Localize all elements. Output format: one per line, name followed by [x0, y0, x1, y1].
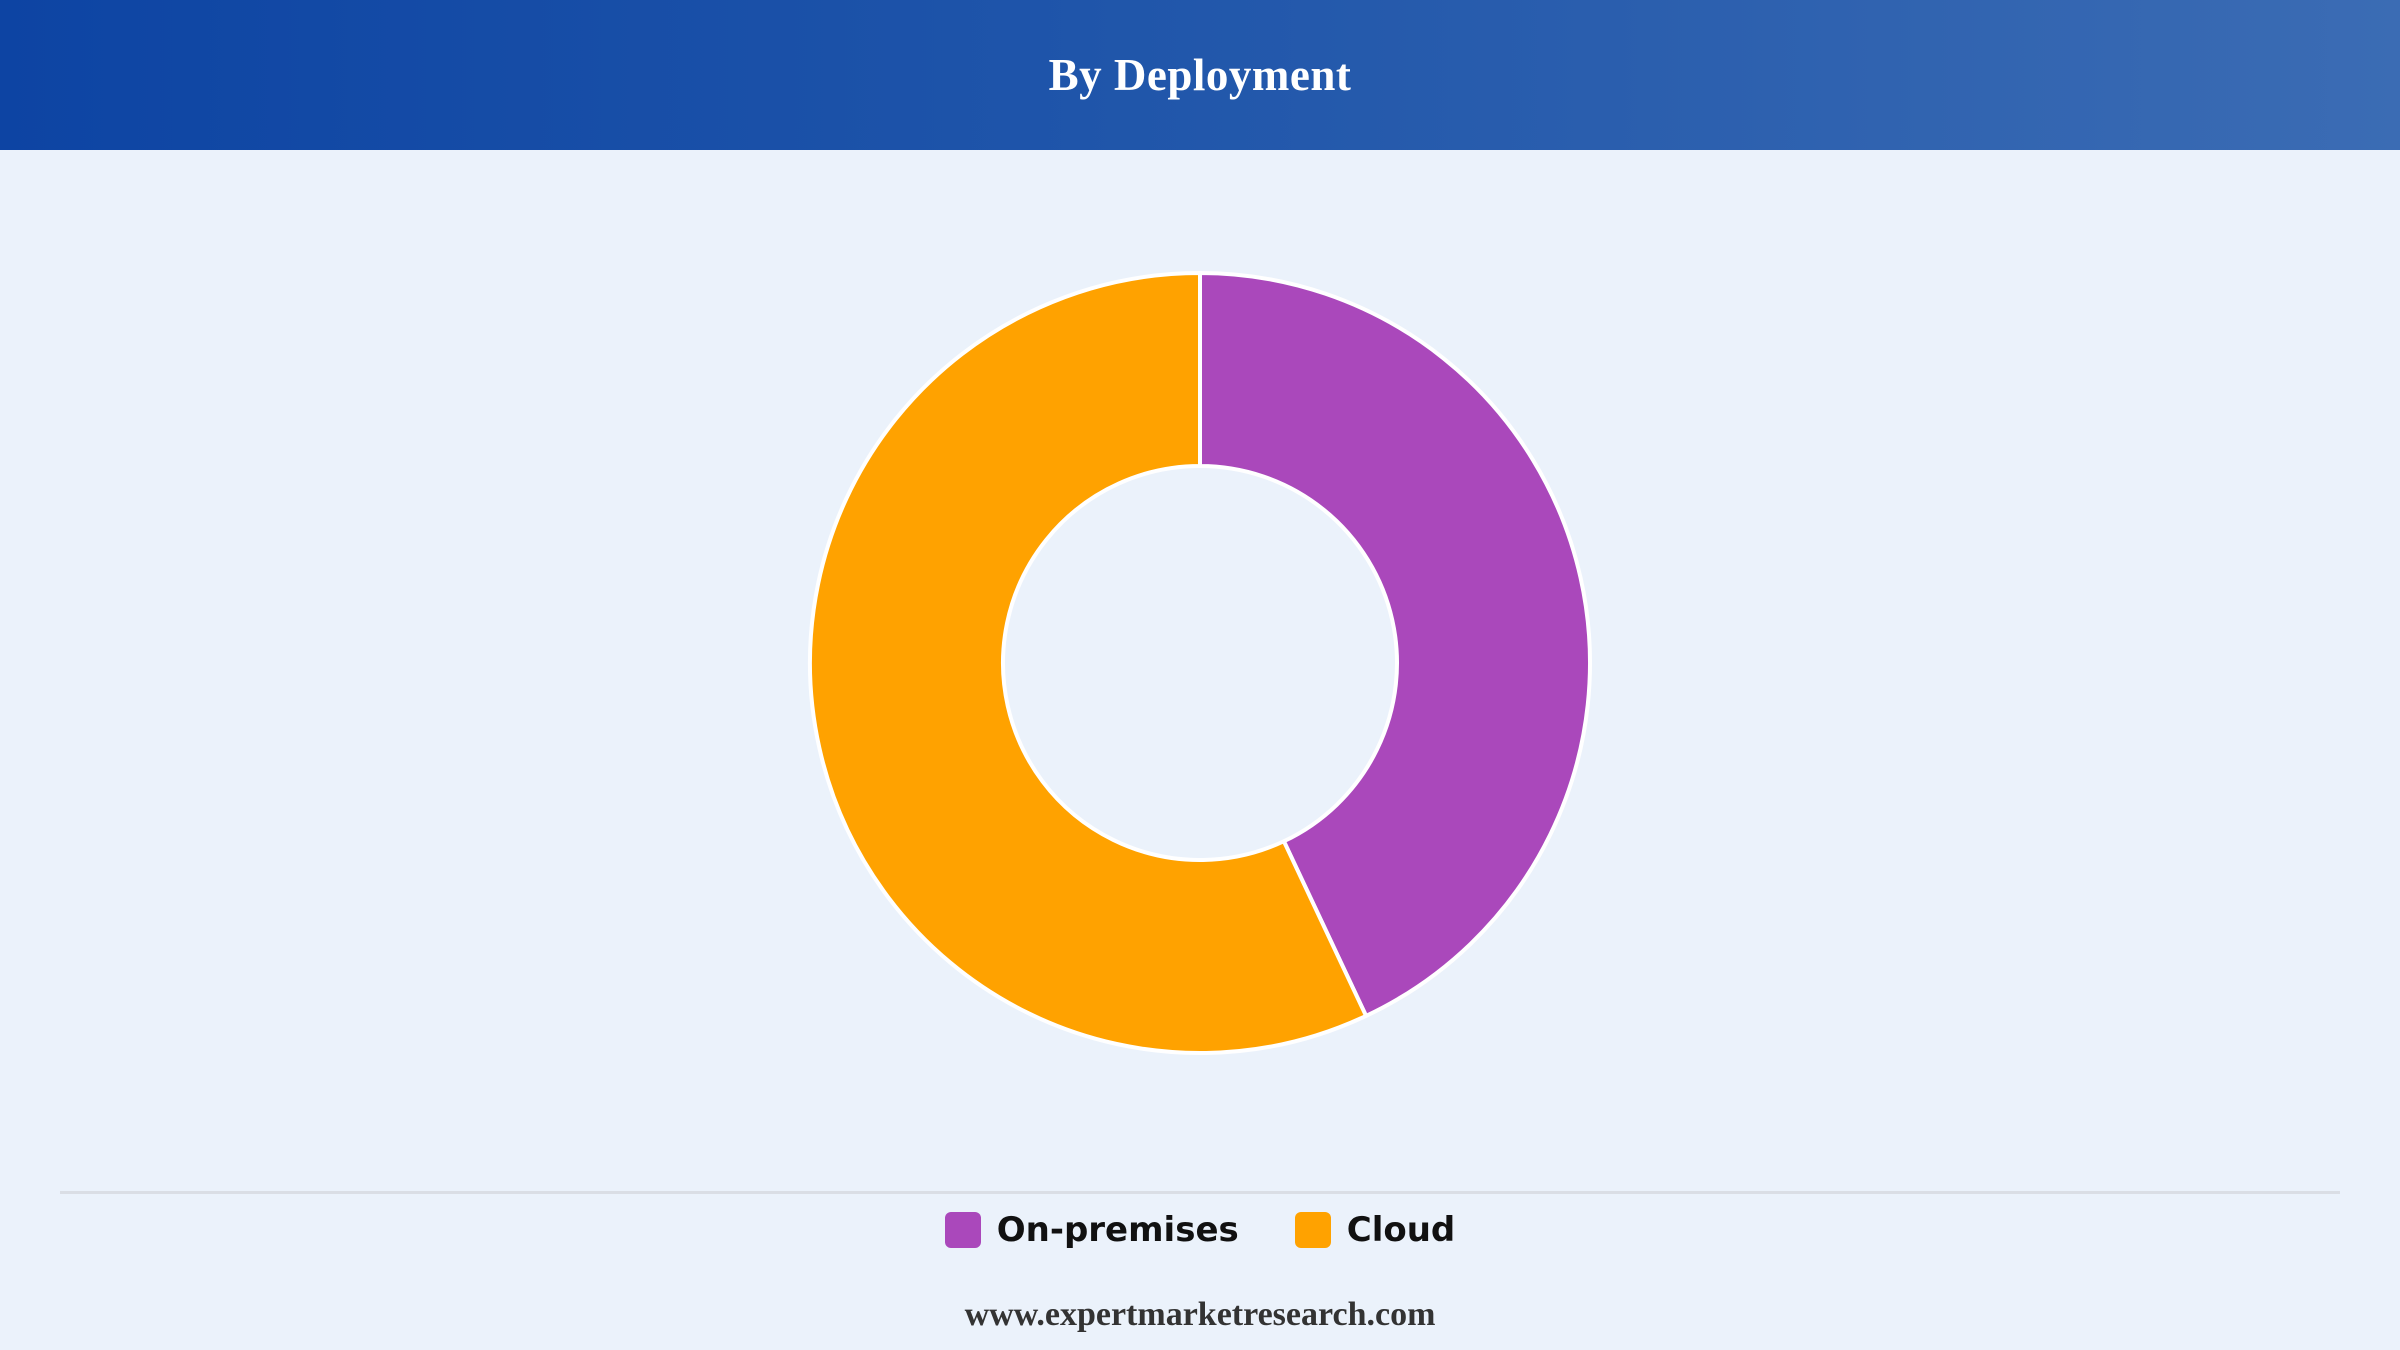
- chart-title: By Deployment: [1048, 50, 1352, 100]
- legend-divider: [60, 1191, 2340, 1194]
- donut-chart: [808, 271, 1592, 1055]
- chart-legend: On-premises Cloud: [0, 1208, 2400, 1252]
- chart-header: By Deployment: [0, 0, 2400, 150]
- legend-swatch-on-premises: [944, 1212, 981, 1248]
- legend-label-cloud: Cloud: [1346, 1210, 1456, 1250]
- donut-slice-on-premises[interactable]: [1198, 271, 1592, 1018]
- source-footer: www.expertmarketresearch.com: [964, 1296, 1436, 1333]
- legend-swatch-cloud: [1294, 1212, 1331, 1248]
- legend-item-on-premises[interactable]: On-premises: [944, 1210, 1239, 1250]
- legend-label-on-premises: On-premises: [996, 1210, 1239, 1250]
- donut-slice-cloud[interactable]: [808, 271, 1369, 1055]
- legend-item-cloud[interactable]: Cloud: [1294, 1210, 1456, 1250]
